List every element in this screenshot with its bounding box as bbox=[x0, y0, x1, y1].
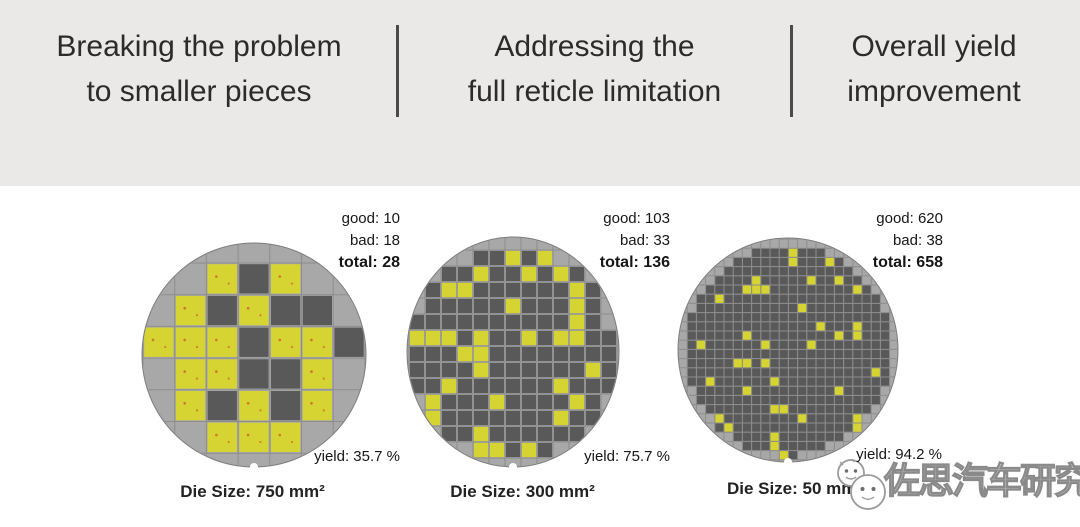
wafer-1-good-count: good: 10 bbox=[341, 210, 400, 227]
header-divider-1 bbox=[396, 25, 399, 117]
header-2-line2: full reticle limitation bbox=[467, 75, 722, 108]
watermark-text: 佐思汽车研究 bbox=[883, 459, 1080, 501]
wafer-2-stats: good: 103 bad: 33 total: 136 bbox=[530, 208, 670, 274]
wafer-3-stats: good: 620 bad: 38 total: 658 bbox=[803, 208, 943, 274]
wafer-2-die-size: Die Size: 300 mm² bbox=[450, 482, 595, 501]
wafer-1-total-count: total: 28 bbox=[338, 254, 400, 271]
wafer-3-yield: yield: 94.2 % bbox=[856, 446, 942, 463]
header-3-line1: Overall yield bbox=[851, 30, 1017, 63]
header-divider-2 bbox=[790, 25, 793, 117]
header-column-1: Breaking the problem to smaller pieces bbox=[8, 24, 390, 114]
header-3-line2: improvement bbox=[847, 75, 1021, 108]
wafer-2-yield: yield: 75.7 % bbox=[584, 448, 670, 465]
wafer-1-die-size: Die Size: 750 mm² bbox=[180, 482, 325, 501]
wafer-map-2 bbox=[406, 236, 620, 471]
wafer-3-bad-count: bad: 38 bbox=[892, 232, 943, 249]
watermark: 佐思汽车研究 bbox=[832, 444, 1080, 514]
header-2-line1: Addressing the bbox=[494, 30, 695, 63]
wechat-faces-logo-icon bbox=[837, 458, 886, 510]
wafer-2-bad-count: bad: 33 bbox=[619, 232, 670, 249]
wafer-2-total-count: total: 136 bbox=[599, 254, 670, 271]
wafer-map-1 bbox=[141, 242, 367, 471]
header-column-3: Overall yield improvement bbox=[794, 24, 1074, 114]
wafer-1-bad-count: bad: 18 bbox=[349, 232, 400, 249]
wafer-3-total-count: total: 658 bbox=[872, 254, 943, 271]
header-band: Breaking the problem to smaller pieces A… bbox=[0, 0, 1080, 186]
header-1-line2: to smaller pieces bbox=[86, 75, 312, 108]
wafer-1-stats: good: 10 bad: 18 total: 28 bbox=[260, 208, 400, 274]
wafer-2-good-count: good: 103 bbox=[603, 210, 670, 227]
header-1-line1: Breaking the problem bbox=[56, 30, 342, 63]
wafer-map-3 bbox=[677, 237, 899, 466]
wafer-3-die-size: Die Size: 50 mm² bbox=[726, 479, 863, 498]
wafer-1-yield: yield: 35.7 % bbox=[314, 448, 400, 465]
wafer-3-good-count: good: 620 bbox=[876, 210, 943, 227]
header-column-2: Addressing the full reticle limitation bbox=[403, 24, 786, 114]
